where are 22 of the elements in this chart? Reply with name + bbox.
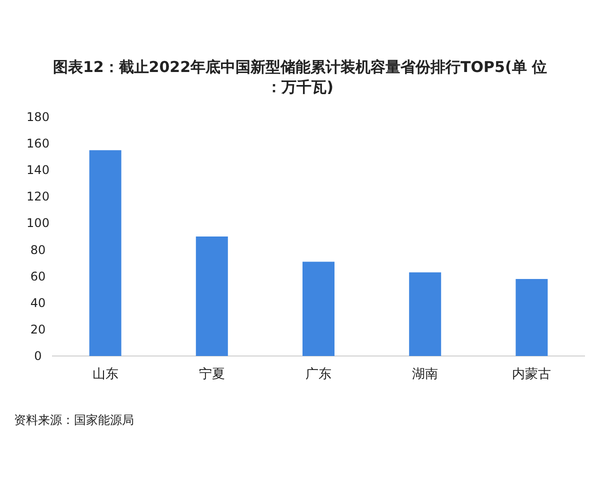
bar bbox=[409, 272, 442, 356]
text: 资料来源：国家能源局 bbox=[14, 413, 134, 427]
y-tick-label: 0 bbox=[34, 349, 42, 363]
bar bbox=[196, 236, 228, 356]
y-tick-label: 60 bbox=[30, 269, 46, 284]
y-tick-label: 100 bbox=[26, 216, 50, 230]
y-tick-label: 80 bbox=[30, 242, 46, 257]
x-tick-label: 湖南 bbox=[412, 367, 438, 382]
x-tick-label: 内蒙古 bbox=[512, 367, 552, 382]
y-tick-label: 140 bbox=[26, 163, 50, 178]
y-tick-label: 160 bbox=[26, 136, 50, 151]
chart-title: 图表12：截止2022年底中国新型储能累计装机容量省份排行TOP5(单 位：万千瓦) bbox=[52, 58, 548, 96]
x-tick-label: 山东 bbox=[92, 367, 118, 382]
x-tick-label: 宁夏 bbox=[198, 366, 225, 382]
x-tick-label: 广东 bbox=[306, 367, 332, 382]
y-tick-label: 180 bbox=[26, 110, 50, 124]
bar bbox=[89, 150, 122, 356]
y-tick-label: 20 bbox=[30, 322, 46, 336]
y-tick-label: 40 bbox=[30, 296, 46, 310]
bar bbox=[516, 278, 548, 356]
y-tick-label: 120 bbox=[26, 190, 50, 204]
bar bbox=[302, 262, 334, 356]
